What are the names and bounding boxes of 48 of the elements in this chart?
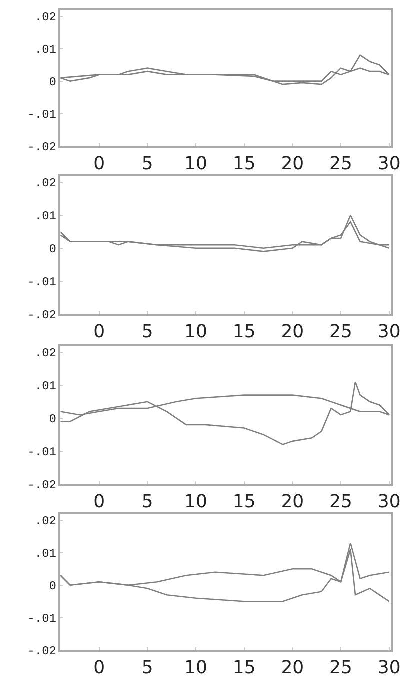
- y-tick-label: .01: [34, 380, 56, 394]
- x-tick-label: 25: [330, 322, 352, 343]
- y-tick-label: -.02: [28, 140, 56, 154]
- x-tick-label: 25: [330, 658, 352, 679]
- x-tick-label: 20: [281, 322, 304, 343]
- x-tick-label: 30: [378, 154, 401, 175]
- x-tick-label: 5: [142, 154, 154, 175]
- x-tick-label: 0: [94, 658, 106, 679]
- x-tick-label: 20: [281, 658, 304, 679]
- x-tick-label: 10: [184, 154, 208, 175]
- y-tick-label: .02: [34, 176, 56, 191]
- x-tick-label: 0: [94, 154, 106, 175]
- x-tick-label: 5: [142, 492, 154, 513]
- x-tick-label: 15: [232, 322, 256, 343]
- x-tick-label: 30: [378, 658, 401, 679]
- x-tick-label: 15: [232, 658, 256, 679]
- y-tick-label: 0: [49, 580, 56, 594]
- x-tick-label: 25: [330, 492, 352, 513]
- x-tick-label: 20: [281, 492, 304, 513]
- y-tick-label: -.02: [28, 478, 56, 492]
- y-tick-label: .02: [34, 10, 56, 25]
- x-tick-label: 30: [378, 492, 401, 513]
- x-tick-label: 15: [232, 492, 256, 513]
- y-tick-label: 0: [49, 76, 56, 90]
- x-tick-label: 15: [232, 154, 256, 175]
- y-tick-label: .02: [34, 514, 56, 529]
- y-tick-label: .02: [34, 346, 56, 361]
- x-tick-label: 0: [94, 322, 106, 343]
- y-tick-label: .01: [34, 210, 56, 224]
- y-tick-label: -.01: [28, 446, 56, 460]
- x-tick-label: 30: [378, 322, 401, 343]
- x-tick-label: 0: [94, 492, 106, 513]
- y-tick-label: .01: [34, 547, 56, 562]
- x-tick-label: 5: [142, 322, 154, 343]
- y-tick-label: -.01: [28, 276, 56, 290]
- x-tick-label: 20: [281, 154, 304, 175]
- y-tick-label: -.02: [28, 308, 56, 322]
- x-tick-label: 5: [142, 658, 154, 679]
- y-tick-label: 0: [49, 412, 56, 427]
- y-tick-label: -.02: [28, 644, 56, 658]
- x-tick-label: 10: [184, 322, 208, 343]
- y-tick-label: -.01: [28, 612, 56, 626]
- x-tick-label: 10: [184, 492, 208, 513]
- x-tick-label: 25: [330, 154, 352, 175]
- y-tick-label: -.01: [28, 108, 56, 122]
- y-tick-label: 0: [49, 242, 56, 257]
- y-tick-label: .01: [34, 43, 56, 58]
- x-tick-label: 10: [184, 658, 208, 679]
